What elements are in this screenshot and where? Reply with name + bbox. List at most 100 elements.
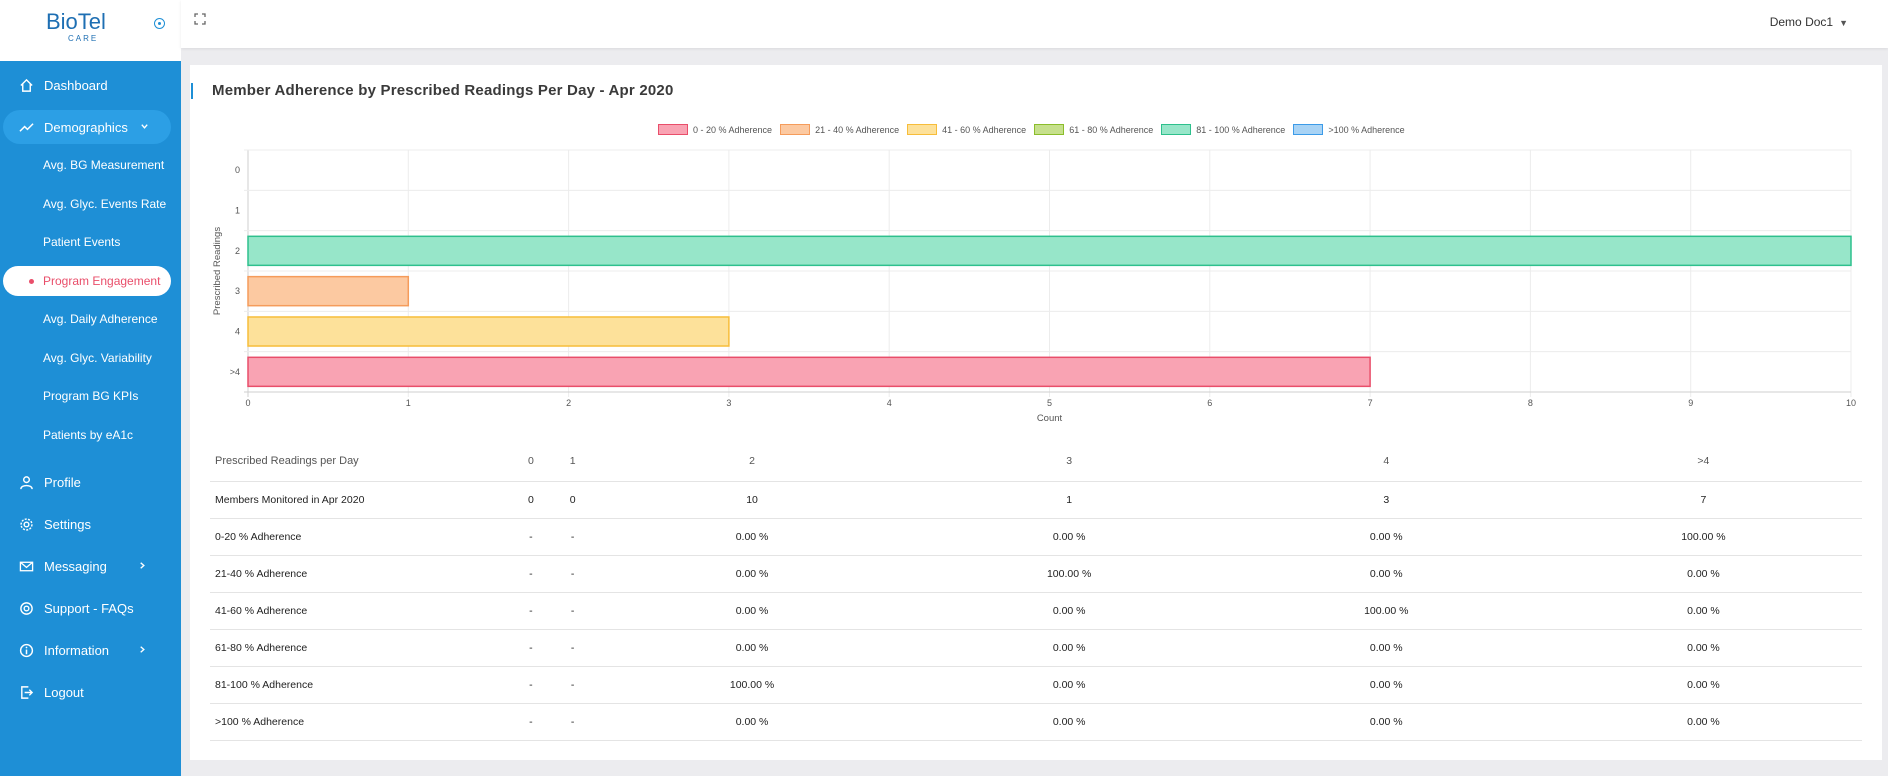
table-cell: 0.00 %: [1544, 592, 1862, 630]
table-cell: 100.00 %: [1227, 592, 1545, 630]
table-cell: 0.00 %: [593, 592, 911, 630]
table-cell: -: [551, 629, 594, 667]
x-tick-label: 3: [726, 398, 731, 408]
sidebar-item-support-faqs[interactable]: Support - FAQs: [0, 591, 181, 625]
sidebar-subitem-program-engagement[interactable]: Program Engagement: [3, 266, 171, 296]
sidebar-subitem-label: Patients by eA1c: [43, 428, 134, 442]
sidebar-item-demographics[interactable]: Demographics: [3, 110, 171, 144]
y-tick-label: >4: [230, 367, 240, 377]
y-tick-label: 0: [235, 165, 240, 175]
legend-label: >100 % Adherence: [1328, 124, 1405, 135]
sidebar-item-label: Support - FAQs: [44, 600, 134, 616]
legend-swatch: [907, 124, 938, 135]
table-cell: -: [510, 592, 552, 630]
sidebar-item-messaging[interactable]: Messaging: [0, 549, 181, 583]
chevron-right-icon: [138, 643, 147, 657]
x-tick-label: 5: [1047, 398, 1052, 408]
legend-item[interactable]: 61 - 80 % Adherence: [1034, 124, 1153, 135]
table-cell: 0.00 %: [910, 518, 1228, 556]
table-cell: 0-20 % Adherence: [210, 518, 510, 556]
sidebar-item-label: Dashboard: [44, 77, 108, 93]
table-header-cell: Prescribed Readings per Day: [210, 441, 510, 482]
table-cell: 0.00 %: [910, 703, 1228, 741]
table-cell: 0.00 %: [910, 629, 1228, 667]
y-tick-label: 1: [235, 206, 240, 216]
table-cell: 41-60 % Adherence: [210, 592, 510, 630]
table-cell: 0.00 %: [1227, 518, 1545, 556]
table-cell: 0.00 %: [1227, 555, 1545, 593]
sidebar-item-settings[interactable]: Settings: [0, 507, 181, 541]
sidebar-item-logout[interactable]: Logout: [0, 675, 181, 709]
sidebar-subitem-patient-events[interactable]: Patient Events: [0, 227, 181, 257]
table-cell: 100.00 %: [1544, 518, 1862, 556]
table-cell: 0: [551, 481, 594, 519]
legend-item[interactable]: 0 - 20 % Adherence: [658, 124, 772, 135]
logout-icon: [18, 684, 34, 700]
table-cell: 61-80 % Adherence: [210, 629, 510, 667]
page-title: Member Adherence by Prescribed Readings …: [212, 82, 674, 99]
table-cell: 0.00 %: [910, 592, 1228, 630]
legend-swatch: [780, 124, 811, 135]
sidebar-item-label: Information: [44, 642, 110, 658]
bar: [247, 316, 730, 347]
table-cell: -: [551, 592, 594, 630]
legend-swatch: [658, 124, 688, 135]
table-cell: 100.00 %: [593, 666, 911, 704]
table-row: 41-60 % Adherence - -0.00 % 0.00 % 100.00 % 0…: [210, 592, 1862, 630]
sidebar-subitem-patients-by-ea1c[interactable]: Patients by eA1c: [0, 420, 181, 450]
active-dot-icon: [29, 279, 34, 284]
table-header-cell: 1: [551, 441, 594, 482]
bar: [247, 235, 1852, 267]
sidebar-item-information[interactable]: Information: [0, 633, 181, 667]
lifebuoy-icon: [18, 600, 34, 616]
sidebar-subitem-program-bg-kpis[interactable]: Program BG KPIs: [0, 381, 181, 411]
table-row: 21-40 % Adherence - -0.00 % 100.00 % 0.00 % 0…: [210, 555, 1862, 593]
y-tick-label: 3: [235, 286, 240, 296]
sidebar-subitem-avg-daily-adherence[interactable]: Avg. Daily Adherence: [0, 304, 181, 334]
table-row: >100 % Adherence - -0.00 % 0.00 % 0.00 % 0.00…: [210, 703, 1862, 741]
bar: [247, 356, 1371, 388]
bar: [247, 275, 410, 307]
table-cell: 0.00 %: [1544, 555, 1862, 593]
table-cell: 0.00 %: [1544, 703, 1862, 741]
sidebar-subitem-label: Avg. Glyc. Events Rate: [43, 197, 167, 211]
sidebar-subitem-avg-bg-measurement[interactable]: Avg. BG Measurement: [0, 150, 181, 180]
legend-label: 0 - 20 % Adherence: [693, 124, 773, 135]
table-header-row: Prescribed Readings per Day 0 1 2 3 4 >4: [210, 441, 1862, 482]
sidebar-subitem-avg-glyc-events-rate[interactable]: Avg. Glyc. Events Rate: [0, 189, 181, 219]
x-tick-label: 7: [1368, 398, 1373, 408]
x-tick-label: 9: [1688, 398, 1693, 408]
x-tick-label: 8: [1528, 398, 1533, 408]
table-header-cell: >4: [1544, 441, 1862, 482]
x-tick-label: 10: [1846, 398, 1856, 408]
sidebar-toggle-icon[interactable]: [154, 18, 165, 29]
sidebar-item-profile[interactable]: Profile: [0, 465, 181, 499]
sidebar-item-dashboard[interactable]: Dashboard: [0, 68, 181, 102]
chevron-right-icon: [138, 559, 147, 573]
trend-icon: [18, 119, 34, 135]
user-icon: [18, 474, 34, 490]
top-bar: Demo Doc1 ▼: [181, 0, 1888, 48]
legend-label: 41 - 60 % Adherence: [942, 124, 1027, 135]
legend-item[interactable]: 81 - 100 % Adherence: [1161, 124, 1285, 135]
table-cell: 0.00 %: [1544, 666, 1862, 704]
fullscreen-icon[interactable]: [194, 12, 206, 25]
content-card: Member Adherence by Prescribed Readings …: [190, 65, 1882, 760]
brand-logo[interactable]: BioTel: [46, 9, 106, 34]
legend-label: 61 - 80 % Adherence: [1069, 124, 1154, 135]
table-cell: 0.00 %: [1227, 666, 1545, 704]
legend-item[interactable]: 21 - 40 % Adherence: [780, 124, 899, 135]
table-header-cell: 4: [1227, 441, 1545, 482]
table-cell: 0.00 %: [1227, 703, 1545, 741]
brand-header: BioTel CARE: [0, 0, 181, 61]
table-cell: 0.00 %: [910, 666, 1228, 704]
y-axis-title: Prescribed Readings: [212, 227, 223, 315]
sidebar-subitem-label: Patient Events: [43, 235, 121, 249]
table-row: 61-80 % Adherence - -0.00 % 0.00 % 0.00 % 0.0…: [210, 629, 1862, 667]
legend-item[interactable]: 41 - 60 % Adherence: [907, 124, 1026, 135]
legend-item[interactable]: >100 % Adherence: [1293, 124, 1405, 135]
sidebar-subitem-avg-glyc-variability[interactable]: Avg. Glyc. Variability: [0, 343, 181, 373]
user-menu[interactable]: Demo Doc1 ▼: [1770, 15, 1848, 29]
sidebar-subitem-label: Avg. BG Measurement: [43, 158, 165, 172]
table-body: Members Monitored in Apr 2020 0 0 10 1 3 7 0-20…: [210, 481, 1862, 741]
